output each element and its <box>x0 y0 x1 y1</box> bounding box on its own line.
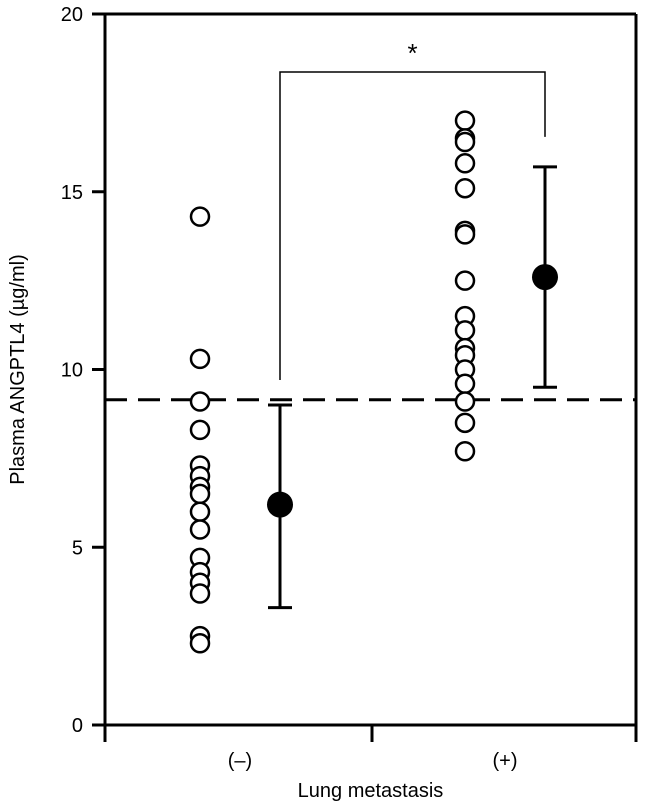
data-point <box>454 131 476 153</box>
data-point <box>454 224 476 245</box>
y-tick-label: 15 <box>61 182 83 204</box>
mean-marker <box>267 491 293 518</box>
data-point <box>454 320 476 341</box>
data-point <box>189 483 211 505</box>
data-point <box>189 419 211 441</box>
data-point <box>454 412 476 434</box>
y-axis-title: Plasma ANGPTL4 (µg/ml) <box>7 254 29 484</box>
data-point <box>454 391 476 412</box>
data-point <box>189 501 211 522</box>
y-tick-label: 20 <box>61 4 83 26</box>
x-axis-ticks: (–) (+) <box>103 725 638 772</box>
data-point <box>454 110 476 131</box>
y-tick-label: 5 <box>72 537 83 559</box>
data-point <box>454 153 476 174</box>
data-points <box>189 110 476 654</box>
data-point <box>189 519 211 540</box>
data-point <box>189 583 211 604</box>
x-axis-title: Lung metastasis <box>298 780 444 802</box>
data-point <box>189 348 211 370</box>
significance-bracket: * <box>279 38 546 381</box>
x-tick-label: (–) <box>228 750 252 772</box>
y-tick-label: 10 <box>61 360 83 382</box>
data-point <box>189 391 211 412</box>
data-point <box>454 373 476 394</box>
mean-error-bars <box>267 165 558 610</box>
y-tick-label: 0 <box>72 715 83 737</box>
data-point <box>189 206 211 227</box>
data-point <box>189 632 211 654</box>
data-point <box>454 270 476 291</box>
mean-marker <box>532 264 558 291</box>
y-axis-ticks: 0 5 10 15 20 <box>61 4 105 737</box>
data-point <box>454 177 476 199</box>
plot-frame <box>103 12 638 727</box>
significance-label: * <box>407 38 417 68</box>
x-tick-label: (+) <box>493 750 518 772</box>
data-point <box>454 441 476 462</box>
significance-line <box>279 71 546 381</box>
